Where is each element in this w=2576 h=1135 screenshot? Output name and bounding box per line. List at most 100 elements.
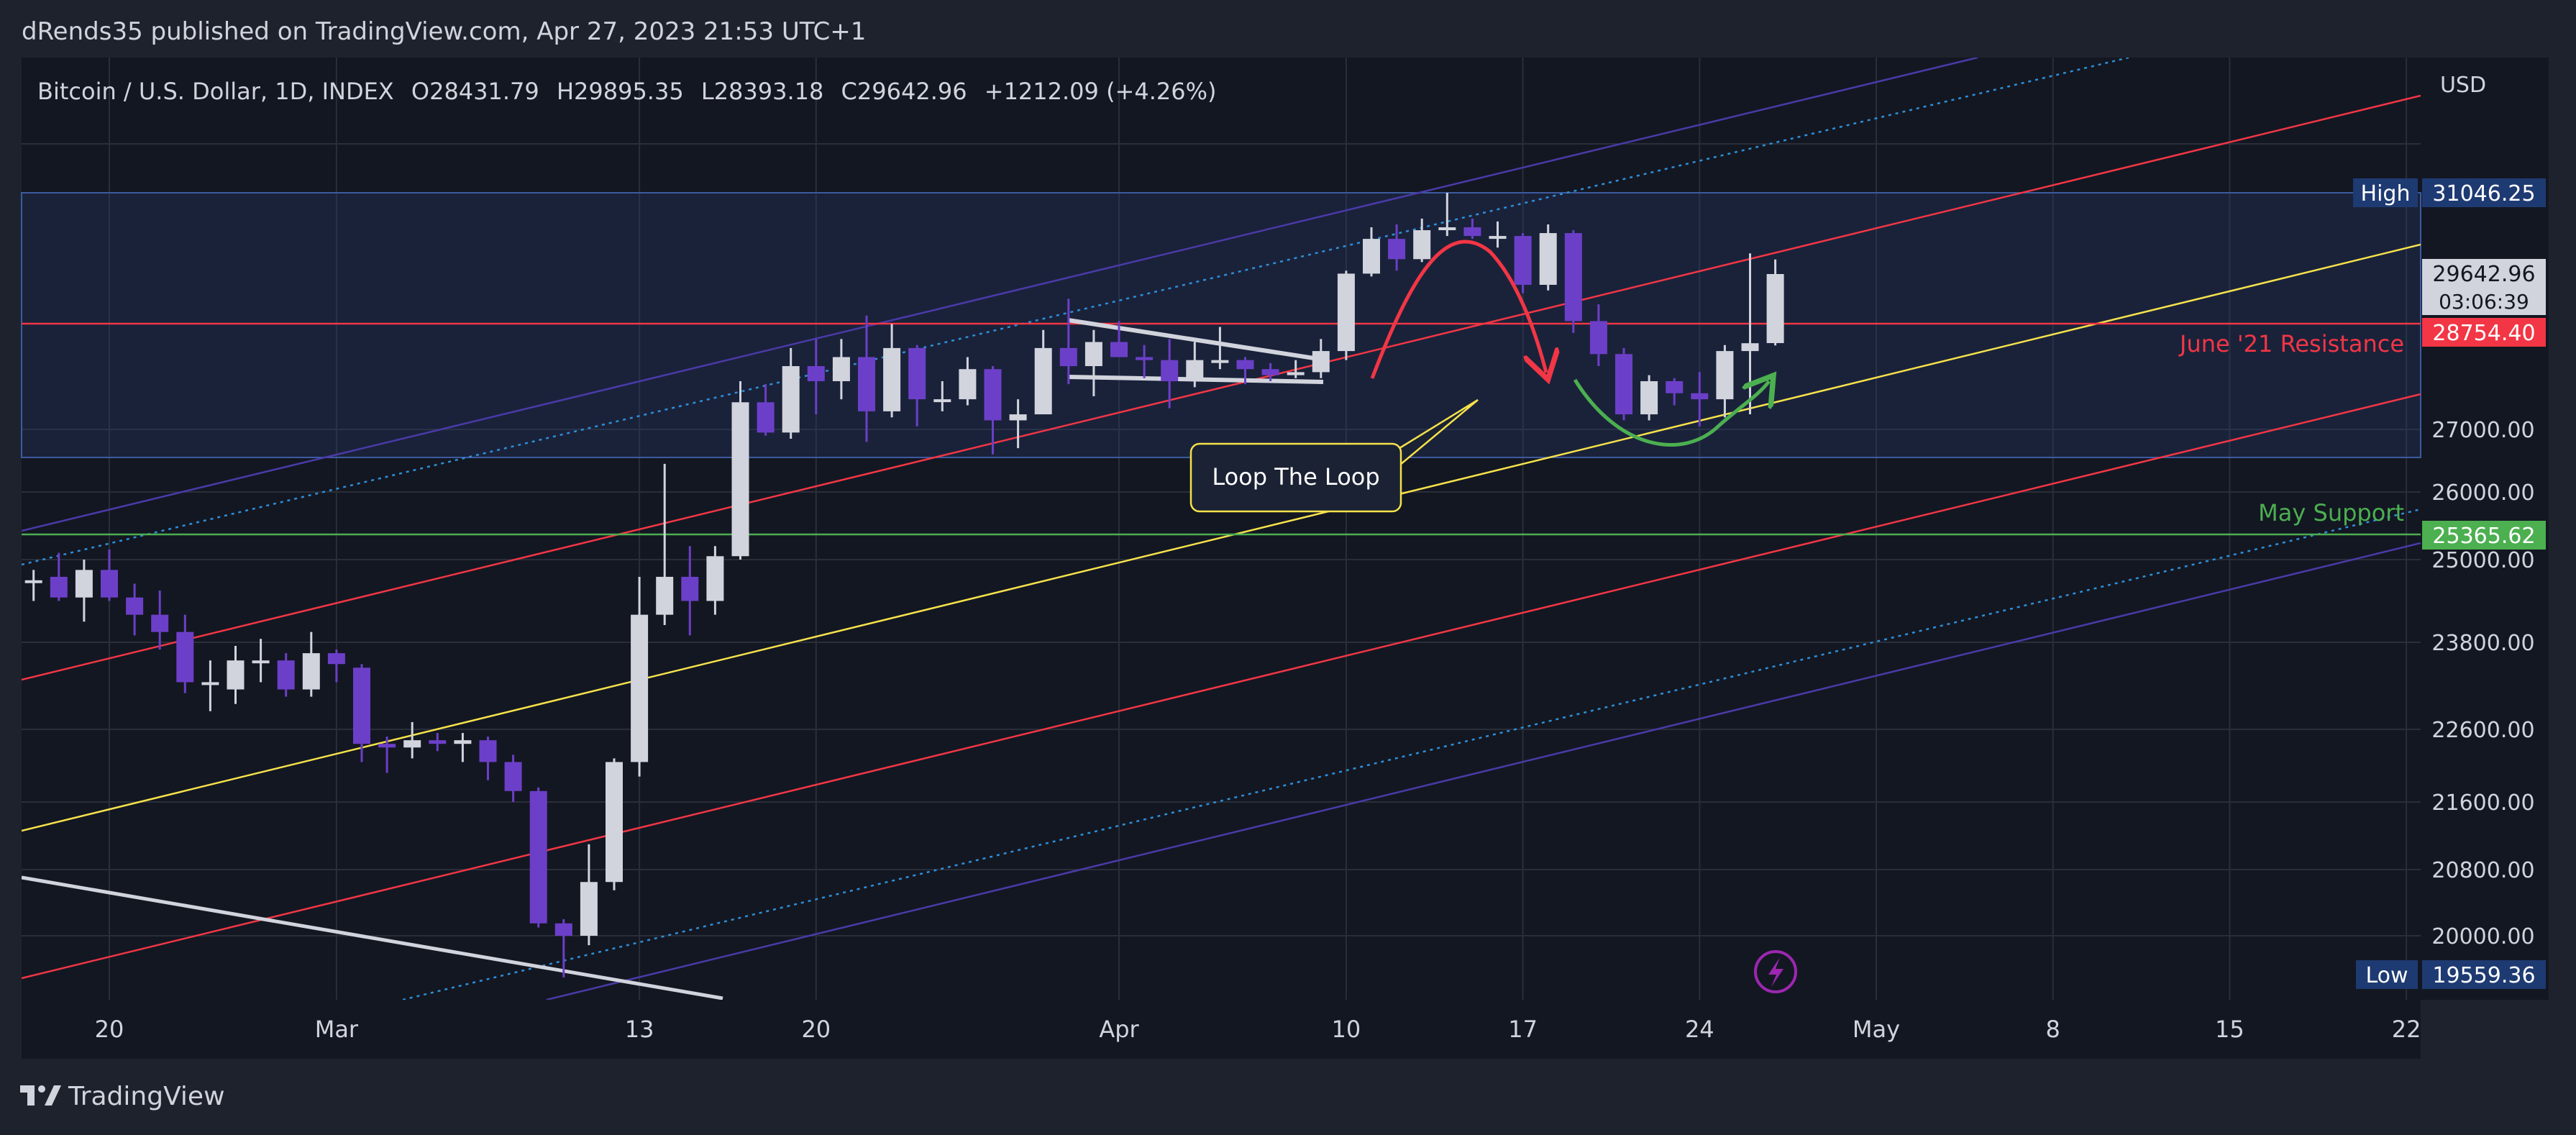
candle-body bbox=[454, 740, 472, 744]
plot-area[interactable] bbox=[22, 58, 2421, 1000]
symbol-title: Bitcoin / U.S. Dollar, 1D, INDEX bbox=[37, 78, 394, 105]
candle-body bbox=[1161, 360, 1179, 381]
candle-2023-02-20 bbox=[101, 549, 118, 601]
candle-2023-03-24 bbox=[908, 345, 926, 427]
candle-2023-03-28 bbox=[1009, 399, 1027, 449]
loop-the-loop-callout[interactable]: Loop The Loop bbox=[1189, 398, 1479, 513]
support-price-tag-value: 25365.62 bbox=[2432, 524, 2535, 549]
candle-2023-03-10 bbox=[554, 919, 572, 978]
candle-2023-04-23 bbox=[1666, 378, 1684, 406]
candle-2023-03-16 bbox=[706, 546, 724, 615]
candle-2023-04-04 bbox=[1186, 342, 1204, 388]
candle-body bbox=[529, 790, 547, 924]
candle-body bbox=[1059, 347, 1077, 367]
low-label-tag: Low bbox=[2356, 960, 2418, 989]
time-axis-panel[interactable] bbox=[22, 1000, 2421, 1059]
candle-2023-03-11 bbox=[580, 844, 598, 946]
candle-2023-02-19 bbox=[75, 560, 93, 622]
candle-body bbox=[959, 369, 977, 400]
candle-body bbox=[429, 740, 447, 744]
red-channel-lower bbox=[22, 393, 2421, 980]
candle-2023-03-03 bbox=[378, 737, 396, 773]
tv-brand-text: TradingView bbox=[68, 1082, 225, 1111]
high-price-tag-value: 31046.25 bbox=[2432, 181, 2535, 206]
candle-body bbox=[757, 402, 775, 433]
candle-body bbox=[631, 614, 649, 762]
candle-body bbox=[201, 682, 219, 685]
candle-2023-03-23 bbox=[883, 324, 901, 418]
candle-2023-03-18 bbox=[757, 384, 775, 436]
candle-body bbox=[1489, 236, 1507, 240]
candle-2023-03-20 bbox=[807, 339, 825, 415]
candle-2023-03-04 bbox=[403, 721, 421, 759]
candle-2023-02-24 bbox=[201, 660, 219, 711]
ohlc-high: H29895.35 bbox=[557, 78, 684, 105]
candle-2023-04-21 bbox=[1615, 347, 1632, 421]
candle-2023-02-23 bbox=[176, 614, 194, 693]
low-price-tag-value: 19559.36 bbox=[2432, 963, 2535, 988]
candle-body bbox=[327, 653, 345, 665]
support-level-label: May Support bbox=[2258, 499, 2404, 527]
resistance-level-label: June '21 Resistance bbox=[2178, 330, 2404, 357]
candle-2023-02-21 bbox=[126, 583, 144, 636]
candle-body bbox=[1009, 414, 1027, 421]
blue-dotted-lower bbox=[402, 508, 2421, 1000]
purple-channel-lower bbox=[546, 542, 2421, 1000]
candle-2023-04-08 bbox=[1287, 360, 1305, 378]
candle-2023-03-08 bbox=[504, 755, 522, 802]
candle-2023-04-25 bbox=[1716, 345, 1734, 418]
candle-body bbox=[1312, 351, 1330, 373]
candle-body bbox=[1514, 236, 1532, 285]
candle-body bbox=[1463, 227, 1481, 237]
candle-2023-03-29 bbox=[1034, 329, 1052, 415]
candle-2023-02-27 bbox=[277, 653, 295, 697]
y-tick-2: 25000.00 bbox=[2431, 548, 2534, 573]
candle-2023-04-27 bbox=[1766, 259, 1784, 346]
candle-2023-04-07 bbox=[1261, 363, 1279, 381]
candle-body bbox=[101, 570, 118, 598]
candle-body bbox=[933, 399, 951, 403]
candle-2023-03-19 bbox=[782, 347, 800, 439]
y-tick-5: 21600.00 bbox=[2431, 790, 2534, 816]
candle-2023-02-18 bbox=[50, 552, 68, 601]
candle-2023-03-07 bbox=[479, 737, 497, 780]
current-price-tag: 29642.96 03:06:39 bbox=[2422, 259, 2546, 315]
candle-2023-03-06 bbox=[454, 733, 472, 762]
candle-body bbox=[504, 762, 522, 791]
candle-body bbox=[1666, 380, 1684, 393]
low-price-tag: 19559.36 bbox=[2422, 960, 2546, 989]
x-tick-2: 13 bbox=[625, 1016, 654, 1043]
candle-body bbox=[1615, 354, 1632, 415]
candle-2023-04-10 bbox=[1337, 270, 1355, 360]
candle-2023-04-17 bbox=[1514, 233, 1532, 293]
tradingview-logo[interactable]: TradingView bbox=[20, 1082, 225, 1111]
candle-2023-03-17 bbox=[731, 380, 749, 560]
candle-body bbox=[1413, 230, 1431, 260]
currency-label: USD bbox=[2440, 73, 2486, 98]
x-tick-4: Apr bbox=[1099, 1016, 1139, 1043]
candle-body bbox=[606, 762, 623, 883]
candle-body bbox=[176, 632, 194, 683]
high-price-tag: 31046.25 bbox=[2422, 178, 2546, 207]
y-tick-0: 27000.00 bbox=[2431, 418, 2534, 443]
x-tick-0: 20 bbox=[95, 1016, 124, 1043]
candle-2023-03-25 bbox=[933, 380, 951, 411]
purple-channel-upper bbox=[22, 58, 1978, 532]
candle-2023-04-09 bbox=[1312, 339, 1330, 378]
candle-body bbox=[479, 740, 497, 762]
blue-dotted-upper bbox=[22, 58, 2129, 566]
candle-body bbox=[1741, 343, 1759, 352]
x-tick-5: 10 bbox=[1332, 1016, 1361, 1043]
candle-body bbox=[580, 882, 598, 936]
x-tick-9: 8 bbox=[2046, 1016, 2060, 1043]
candle-body bbox=[277, 660, 295, 690]
candle-body bbox=[75, 570, 93, 598]
high-label-tag: High bbox=[2353, 178, 2418, 207]
candle-2023-04-11 bbox=[1363, 227, 1380, 277]
y-tick-7: 20000.00 bbox=[2431, 924, 2534, 949]
symbol-legend[interactable]: Bitcoin / U.S. Dollar, 1D, INDEX O28431.… bbox=[37, 78, 1217, 105]
lightning-icon[interactable] bbox=[1754, 950, 1797, 993]
ohlc-low: L28393.18 bbox=[701, 78, 824, 105]
candle-2023-04-12 bbox=[1388, 224, 1406, 271]
